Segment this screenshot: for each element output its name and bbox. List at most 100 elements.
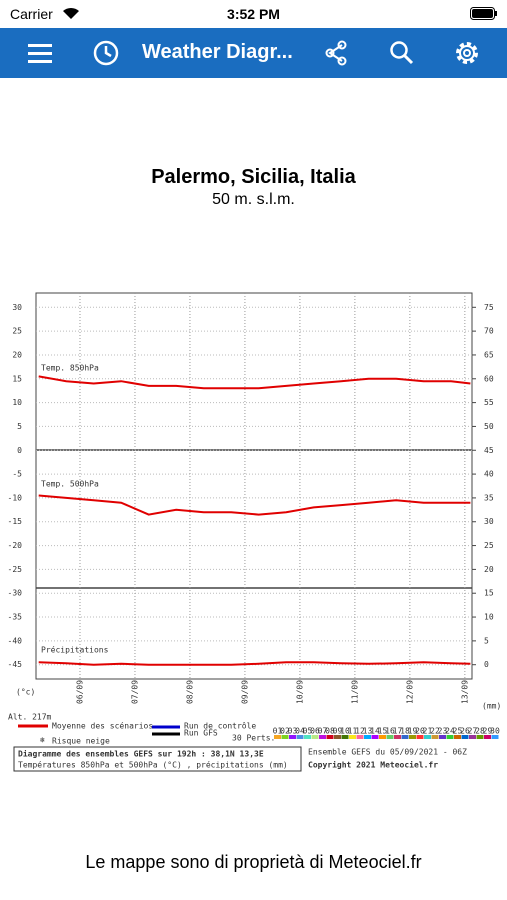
member-swatch: [364, 735, 371, 739]
y2-tick-label: 20: [484, 565, 494, 574]
x-tick-label: 11/09: [350, 680, 359, 704]
y2-tick-label: 70: [484, 327, 494, 336]
y2-tick-label: 35: [484, 493, 494, 502]
member-swatch: [386, 735, 394, 739]
menu-button[interactable]: [28, 42, 52, 64]
search-button[interactable]: [389, 40, 415, 66]
member-swatch: [476, 735, 484, 739]
altitude-label: Alt. 217m: [8, 713, 52, 722]
member-swatch: [491, 735, 499, 739]
member-label: 25: [453, 727, 463, 736]
series-line: [38, 661, 471, 666]
battery-icon: [470, 7, 497, 20]
member-label: 22: [430, 727, 440, 736]
member-swatch: [401, 735, 409, 739]
member-swatch: [461, 735, 469, 739]
member-label: 12: [355, 727, 365, 736]
member-swatch: [311, 735, 319, 739]
y-tick-label: 10: [12, 398, 22, 407]
member-label: 17: [393, 727, 403, 736]
plot-frame: [35, 292, 473, 680]
x-tick-label: 13/09: [460, 680, 469, 704]
member-label: 11: [348, 727, 358, 736]
member-swatch: [304, 735, 311, 739]
y-tick-label: 15: [12, 374, 22, 383]
member-label: 21: [423, 727, 433, 736]
location-header: Palermo, Sicilia, Italia 50 m. s.l.m.: [0, 166, 507, 209]
member-label: 26: [460, 727, 470, 736]
y-tick-label: -20: [8, 541, 23, 550]
y-tick-label: -15: [8, 517, 23, 526]
member-swatch: [424, 735, 431, 739]
member-label: 23: [438, 727, 448, 736]
member-label: 06: [310, 727, 320, 736]
history-button[interactable]: [93, 40, 119, 66]
member-label: 29: [483, 727, 493, 736]
x-tick-label: 10/09: [295, 680, 304, 704]
member-swatch: [356, 735, 364, 739]
legend-text: Moyenne des scénarios: [52, 721, 153, 731]
y-tick-label: 5: [17, 422, 22, 431]
share-button[interactable]: [323, 40, 349, 66]
member-swatch: [319, 735, 326, 739]
member-swatch: [371, 735, 379, 739]
legend-snow-icon: ❄: [40, 736, 45, 745]
info-text: Températures 850hPa et 500hPa (°C) , pré…: [18, 760, 288, 770]
member-swatch: [274, 735, 281, 739]
legend-text: Risque neige: [52, 737, 110, 746]
member-label: 10: [340, 727, 350, 736]
member-swatch: [439, 735, 446, 739]
y-tick-label: 25: [12, 327, 22, 336]
y-tick-label: -40: [8, 636, 23, 645]
y2-tick-label: 10: [484, 613, 494, 622]
y-tick-label: 30: [12, 303, 22, 312]
member-swatch: [416, 735, 424, 739]
location-elevation: 50 m. s.l.m.: [212, 191, 295, 208]
y2-tick-label: 30: [484, 517, 494, 526]
member-label: 16: [385, 727, 395, 736]
y2-tick-label: 45: [484, 446, 494, 455]
y2-tick-label: 25: [484, 541, 494, 550]
member-label: 09: [333, 727, 343, 736]
member-label: 27: [468, 727, 478, 736]
y-tick-label: 20: [12, 350, 22, 359]
y-tick-label: -10: [8, 493, 23, 502]
y-tick-label: -35: [8, 613, 23, 622]
y2-tick-label: 50: [484, 422, 494, 431]
y-tick-label: -5: [12, 470, 22, 479]
y2-tick-label: 5: [484, 636, 489, 645]
member-swatch: [281, 735, 289, 739]
nav-bar: Weather Diagr...: [0, 28, 507, 78]
panel-label: Temp. 500hPa: [41, 480, 99, 489]
member-swatch: [289, 735, 296, 739]
y-tick-label: -25: [8, 565, 23, 574]
y2-tick-label: 55: [484, 398, 494, 407]
footer-credit: Le mappe sono di proprietà di Meteociel.…: [85, 852, 422, 872]
member-label: 03: [288, 727, 298, 736]
info-text: Diagramme des ensembles GEFS sur 192h : …: [18, 749, 264, 759]
status-bar: Carrier 3:52 PM: [0, 0, 507, 28]
y-tick-label: 0: [17, 446, 22, 455]
member-swatch: [446, 735, 454, 739]
series-line: [38, 494, 471, 516]
member-label: 01: [273, 727, 283, 736]
member-swatch: [469, 735, 476, 739]
member-label: 14: [370, 727, 380, 736]
series-line: [38, 375, 471, 390]
member-label: 04: [295, 727, 305, 736]
member-label: 19: [408, 727, 418, 736]
y2-tick-label: 65: [484, 350, 494, 359]
member-swatch: [334, 735, 341, 739]
settings-button[interactable]: [454, 40, 480, 66]
member-swatch: [296, 735, 304, 739]
member-label: 05: [303, 727, 313, 736]
x-tick-label: 08/09: [185, 680, 194, 704]
y-tick-label: -30: [8, 589, 23, 598]
wifi-icon: [63, 7, 79, 19]
run-text: Ensemble GEFS du 05/09/2021 - 06Z: [308, 748, 467, 757]
meteogram: 302520151050-5-10-15-20-25-30-35-40-4575…: [8, 292, 501, 772]
member-swatch: [409, 735, 416, 739]
y-axis-label: (°c): [16, 688, 35, 697]
y2-tick-label: 40: [484, 470, 494, 479]
y2-axis-label: (mm): [482, 702, 501, 711]
